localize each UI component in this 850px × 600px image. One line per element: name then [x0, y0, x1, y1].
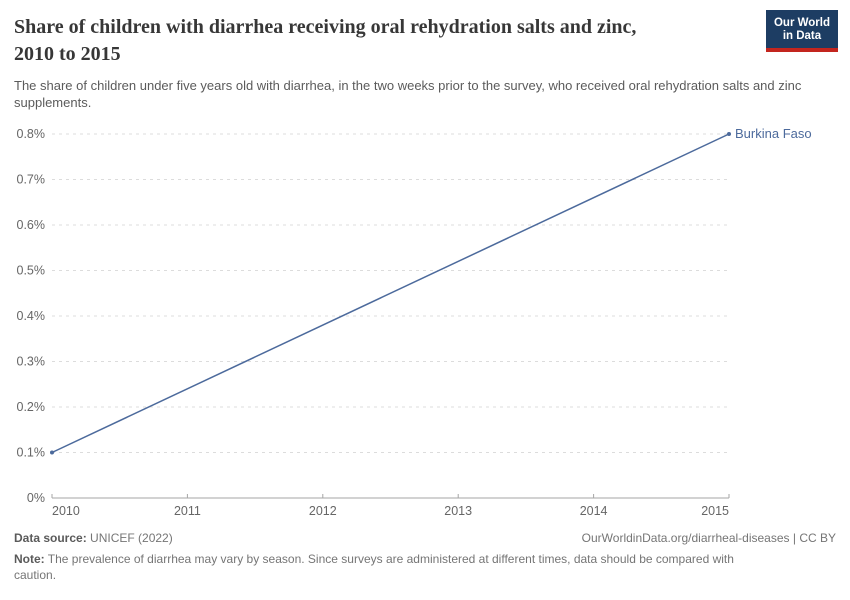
x-tick-label: 2011	[174, 504, 201, 518]
chart-footer: Data source: UNICEF (2022) OurWorldinDat…	[0, 531, 850, 583]
y-tick-label: 0.2%	[17, 400, 46, 414]
y-tick-label: 0.7%	[17, 173, 46, 187]
data-line	[51, 133, 730, 454]
y-tick-label: 0.5%	[17, 264, 46, 278]
y-tick-label: 0.4%	[17, 309, 46, 323]
owid-chart-page: Share of children with diarrhea receivin…	[0, 0, 850, 583]
series-end-label: Burkina Faso	[735, 126, 812, 141]
data-source: Data source: UNICEF (2022)	[14, 531, 173, 545]
chart-note: Note: The prevalence of diarrhea may var…	[14, 551, 762, 583]
note-label: Note:	[14, 552, 45, 566]
y-tick-label: 0.8%	[17, 127, 46, 141]
data-point	[50, 450, 54, 455]
chart-area: 0% 0.1% 0.2% 0.3% 0.4% 0.5% 0.6% 0.7% 0.8% 2010 20…	[0, 119, 850, 531]
owid-logo-line2: in Data	[782, 30, 822, 42]
data-source-value: UNICEF (2022)	[86, 531, 173, 545]
x-tick-label: 2014	[580, 504, 608, 518]
chart-header: Share of children with diarrhea receivin…	[0, 0, 850, 111]
y-tick-label: 0.6%	[17, 218, 46, 232]
x-tick-label: 2013	[444, 504, 472, 518]
line-chart: 0% 0.1% 0.2% 0.3% 0.4% 0.5% 0.6% 0.7% 0.8% 2010 20…	[17, 126, 812, 518]
chart-subtitle: The share of children under five years o…	[14, 78, 802, 110]
data-point	[727, 132, 731, 136]
y-tick-label: 0%	[27, 491, 45, 505]
x-tick-label: 2015	[701, 504, 729, 518]
y-tick-label: 0.1%	[17, 446, 46, 460]
chart-title: Share of children with diarrhea receivin…	[14, 16, 637, 65]
x-tick-label: 2012	[309, 504, 337, 518]
owid-logo-line1: Our World	[773, 17, 830, 29]
footer-row: Data source: UNICEF (2022) OurWorldinDat…	[14, 531, 836, 545]
y-tick-label: 0.3%	[17, 355, 46, 369]
attribution-text: OurWorldinData.org/diarrheal-diseases | …	[581, 531, 836, 545]
owid-logo: Our World in Data	[765, 10, 838, 52]
x-tick-label: 2010	[52, 504, 80, 518]
data-source-label: Data source:	[14, 531, 87, 545]
note-value: The prevalence of diarrhea may vary by s…	[14, 552, 734, 582]
